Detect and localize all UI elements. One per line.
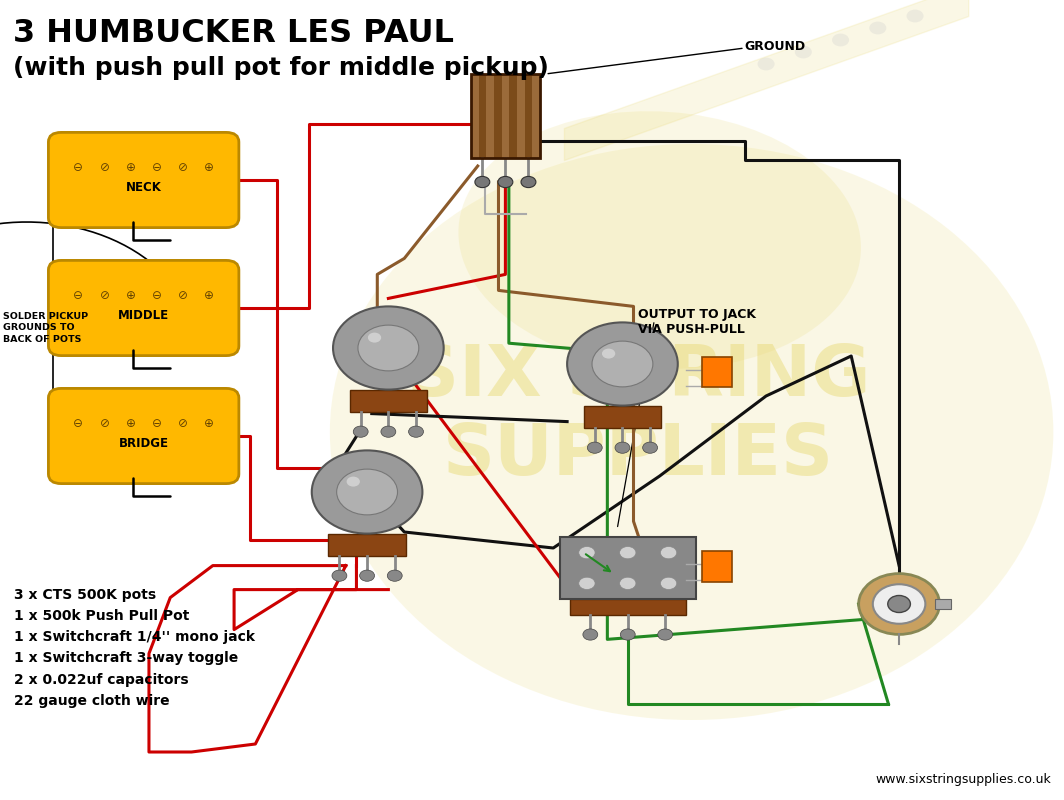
Text: ⊖: ⊖: [152, 417, 162, 430]
Circle shape: [661, 578, 677, 590]
FancyBboxPatch shape: [49, 389, 238, 483]
Circle shape: [368, 333, 381, 342]
Text: ⊖: ⊖: [152, 289, 162, 302]
Text: SOLDER PICKUP
GROUNDS TO
BACK OF POTS: SOLDER PICKUP GROUNDS TO BACK OF POTS: [3, 312, 88, 344]
Circle shape: [859, 574, 940, 634]
Text: ⊘: ⊘: [178, 161, 188, 174]
Bar: [501, 74, 510, 158]
Bar: [470, 74, 479, 158]
Text: ⊕: ⊕: [204, 289, 214, 302]
Circle shape: [619, 578, 636, 590]
Circle shape: [333, 306, 444, 390]
Circle shape: [658, 629, 672, 640]
Circle shape: [567, 322, 678, 406]
FancyBboxPatch shape: [49, 261, 238, 355]
Text: ⊖: ⊖: [73, 289, 83, 302]
Text: ⊕: ⊕: [204, 161, 214, 174]
Circle shape: [336, 469, 398, 515]
Text: 3 x CTS 500K pots
1 x 500k Push Pull Pot
1 x Switchcraft 1/4'' mono jack
1 x Swi: 3 x CTS 500K pots 1 x 500k Push Pull Pot…: [14, 588, 255, 708]
Text: ⊖: ⊖: [73, 417, 83, 430]
Bar: [510, 74, 517, 158]
Text: ⊖: ⊖: [73, 161, 83, 174]
Text: www.sixstringsupplies.co.uk: www.sixstringsupplies.co.uk: [876, 773, 1051, 786]
Circle shape: [353, 426, 368, 438]
Circle shape: [381, 426, 396, 438]
Text: ⊕: ⊕: [204, 417, 214, 430]
Circle shape: [907, 10, 924, 22]
Circle shape: [872, 584, 926, 624]
Circle shape: [583, 629, 598, 640]
Circle shape: [869, 22, 886, 34]
Circle shape: [592, 341, 653, 387]
Bar: [329, 534, 405, 557]
Text: MIDDLE: MIDDLE: [118, 309, 169, 322]
Circle shape: [521, 176, 536, 188]
Circle shape: [332, 570, 347, 582]
Text: ⊘: ⊘: [178, 417, 188, 430]
Bar: [479, 74, 486, 158]
Circle shape: [387, 570, 402, 582]
Circle shape: [358, 325, 419, 371]
Text: ⊘: ⊘: [178, 289, 188, 302]
Circle shape: [498, 176, 513, 188]
Circle shape: [619, 546, 636, 558]
Text: ⊘: ⊘: [99, 289, 110, 302]
Circle shape: [758, 58, 775, 70]
Circle shape: [602, 349, 615, 358]
Circle shape: [643, 442, 658, 454]
Text: SIX STRING
SUPPLIES: SIX STRING SUPPLIES: [406, 342, 870, 490]
Bar: [570, 598, 685, 615]
Ellipse shape: [459, 111, 861, 369]
Bar: [584, 406, 661, 429]
Text: BRIDGE: BRIDGE: [119, 437, 168, 450]
Bar: [525, 74, 532, 158]
Text: 3 HUMBUCKER LES PAUL: 3 HUMBUCKER LES PAUL: [13, 18, 453, 49]
Text: ⊘: ⊘: [99, 417, 110, 430]
Text: GROUND: GROUND: [745, 40, 805, 53]
Bar: [517, 74, 525, 158]
Circle shape: [832, 34, 849, 46]
Circle shape: [409, 426, 423, 438]
Circle shape: [795, 46, 812, 58]
Circle shape: [615, 442, 630, 454]
Text: OUTPUT TO JACK
VIA PUSH-PULL: OUTPUT TO JACK VIA PUSH-PULL: [638, 308, 757, 336]
FancyBboxPatch shape: [49, 132, 238, 227]
Text: ⊘: ⊘: [99, 161, 110, 174]
Bar: [560, 538, 696, 598]
Circle shape: [579, 578, 595, 590]
Bar: [935, 599, 951, 609]
Circle shape: [579, 546, 595, 558]
Circle shape: [887, 595, 911, 613]
Text: NECK: NECK: [126, 181, 162, 194]
Circle shape: [475, 176, 489, 188]
Bar: [702, 551, 732, 582]
Text: ⊕: ⊕: [126, 417, 135, 430]
Bar: [486, 74, 494, 158]
Text: ⊕: ⊕: [126, 161, 135, 174]
Bar: [494, 74, 501, 158]
Ellipse shape: [330, 144, 1053, 720]
Circle shape: [661, 546, 677, 558]
Circle shape: [360, 570, 375, 582]
Circle shape: [347, 477, 360, 486]
Bar: [702, 357, 732, 387]
Circle shape: [312, 450, 422, 534]
Bar: [350, 390, 427, 413]
Text: ⊕: ⊕: [126, 289, 135, 302]
Text: (with push pull pot for middle pickup): (with push pull pot for middle pickup): [13, 56, 549, 80]
Bar: [532, 74, 539, 158]
Circle shape: [620, 629, 635, 640]
Text: ⊖: ⊖: [152, 161, 162, 174]
Bar: [470, 74, 539, 158]
Circle shape: [587, 442, 602, 454]
